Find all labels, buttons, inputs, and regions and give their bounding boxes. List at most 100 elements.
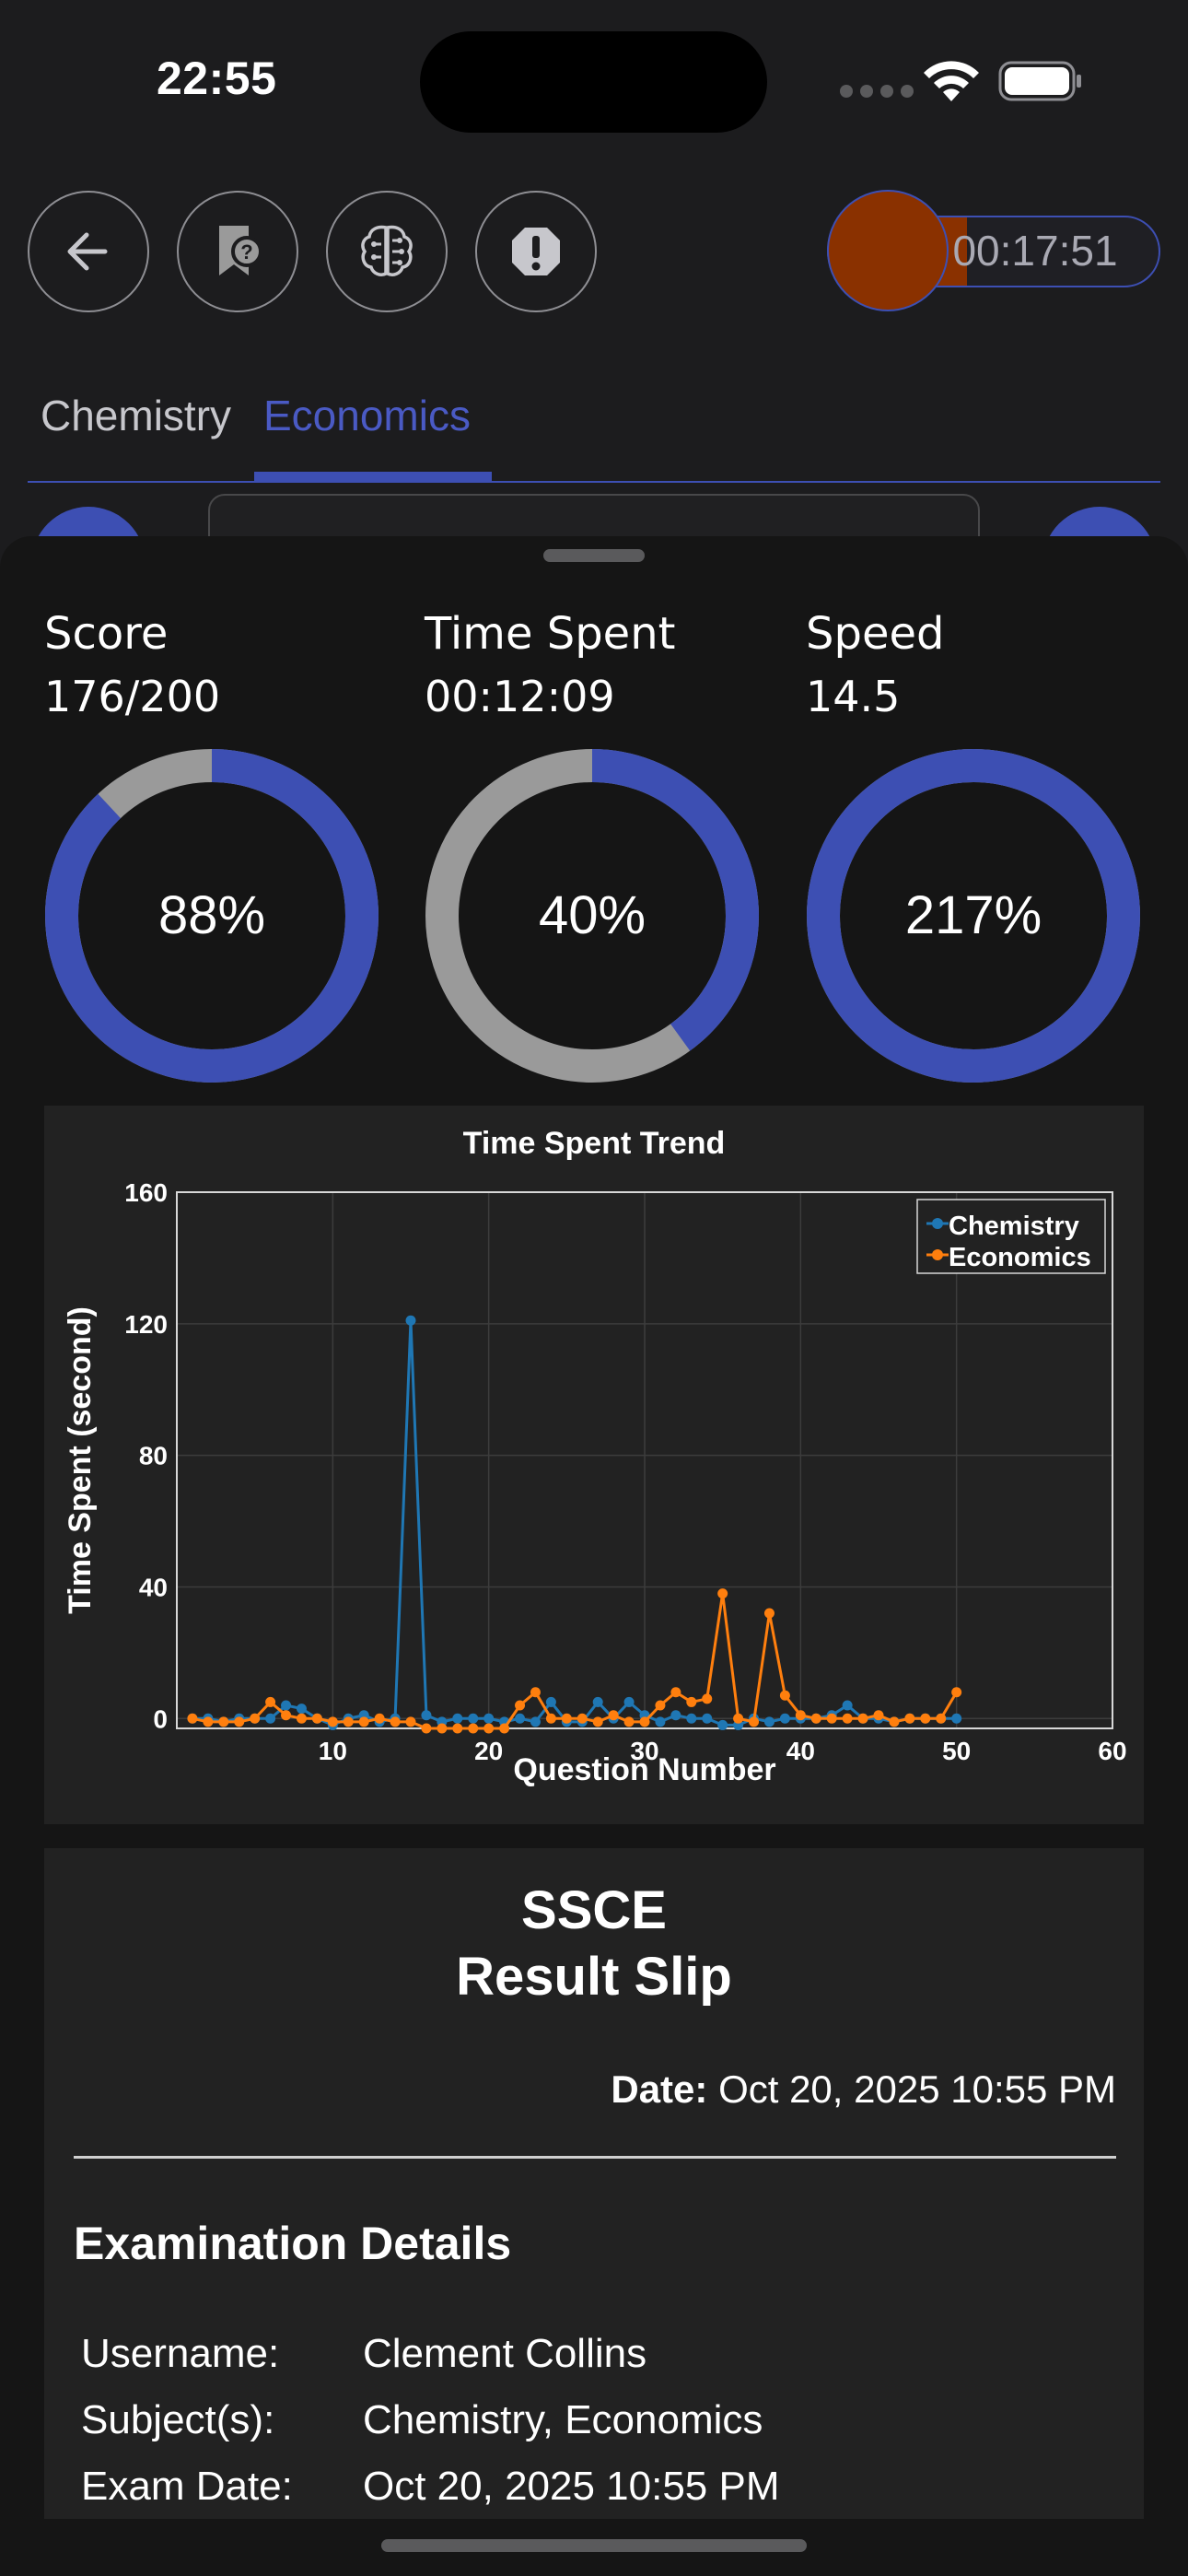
data-point-economics bbox=[390, 1716, 401, 1727]
home-indicator bbox=[381, 2539, 807, 2552]
data-point-chemistry bbox=[530, 1716, 541, 1727]
slip-date-label: Date: bbox=[611, 2067, 708, 2111]
series-line-chemistry bbox=[192, 1320, 957, 1727]
data-point-economics bbox=[826, 1713, 837, 1724]
data-point-economics bbox=[187, 1713, 198, 1724]
data-point-economics bbox=[234, 1716, 245, 1727]
data-point-economics bbox=[358, 1716, 369, 1727]
slip-title-line1: SSCE bbox=[521, 1880, 667, 1940]
data-point-economics bbox=[281, 1710, 292, 1721]
legend-marker-economics bbox=[932, 1249, 943, 1260]
donut-arc bbox=[45, 749, 379, 1083]
data-point-chemistry bbox=[296, 1704, 307, 1715]
data-point-economics bbox=[763, 1608, 775, 1619]
slip-date: Date: Oct 20, 2025 10:55 PM bbox=[611, 2067, 1116, 2112]
data-point-chemistry bbox=[951, 1713, 962, 1724]
data-point-chemistry bbox=[670, 1710, 681, 1721]
legend-label-chemistry: Chemistry bbox=[949, 1212, 1079, 1241]
detail-label: Exam Date: bbox=[81, 2464, 293, 2509]
report-issue-button[interactable] bbox=[475, 191, 597, 312]
wifi-icon bbox=[924, 61, 979, 101]
data-point-economics bbox=[873, 1710, 884, 1721]
metric-label: Time Spent bbox=[425, 608, 676, 660]
status-time: 22:55 bbox=[157, 53, 277, 104]
data-point-chemistry bbox=[717, 1719, 728, 1730]
donut-arc bbox=[425, 749, 759, 1083]
tab-economics[interactable]: Economics bbox=[263, 392, 471, 439]
tab-chemistry[interactable]: Chemistry bbox=[41, 392, 232, 439]
data-point-economics bbox=[857, 1713, 868, 1724]
data-point-economics bbox=[623, 1716, 635, 1727]
data-point-chemistry bbox=[592, 1696, 603, 1707]
data-point-chemistry bbox=[281, 1700, 292, 1711]
data-point-economics bbox=[203, 1716, 214, 1727]
y-tick-label: 80 bbox=[139, 1442, 168, 1470]
data-point-economics bbox=[702, 1693, 713, 1704]
data-point-economics bbox=[343, 1716, 354, 1727]
data-point-economics bbox=[904, 1713, 915, 1724]
detail-label: Subject(s): bbox=[81, 2397, 275, 2442]
data-point-chemistry bbox=[452, 1713, 463, 1724]
data-point-economics bbox=[421, 1723, 432, 1734]
data-point-chemistry bbox=[515, 1713, 526, 1724]
time-spent-trend-chart: Time Spent Trend 10 20 30 40 50 60 0 40 80 120 160… bbox=[44, 1106, 1144, 1824]
data-point-economics bbox=[842, 1713, 853, 1724]
data-point-economics bbox=[889, 1716, 900, 1727]
data-point-economics bbox=[515, 1700, 526, 1711]
data-point-economics bbox=[639, 1716, 650, 1727]
x-tick-label: 60 bbox=[1098, 1737, 1126, 1765]
data-point-economics bbox=[250, 1713, 261, 1724]
data-point-economics bbox=[296, 1713, 307, 1724]
slip-date-value: Oct 20, 2025 10:55 PM bbox=[718, 2067, 1116, 2111]
slip-title-line2: Result Slip bbox=[456, 1947, 732, 2007]
speed-metric: Speed 14.5 bbox=[806, 603, 1156, 728]
chart-title: Time Spent Trend bbox=[463, 1126, 726, 1161]
metric-value: 176/200 bbox=[44, 672, 221, 721]
data-point-economics bbox=[218, 1716, 229, 1727]
time-spent-metric: Time Spent 00:12:09 bbox=[425, 603, 775, 728]
alert-octagon-icon bbox=[512, 228, 560, 275]
data-point-chemistry bbox=[686, 1713, 697, 1724]
y-tick-label: 120 bbox=[124, 1310, 168, 1339]
sheet-grabber-handle[interactable] bbox=[543, 549, 645, 562]
data-point-economics bbox=[608, 1710, 619, 1721]
back-arrow-icon bbox=[67, 232, 108, 271]
data-point-economics bbox=[920, 1713, 931, 1724]
data-point-chemistry bbox=[702, 1713, 713, 1724]
data-point-chemistry bbox=[265, 1713, 276, 1724]
time-spent-donut: 40% bbox=[425, 748, 760, 1083]
tab-bar-divider bbox=[28, 481, 1160, 483]
data-point-economics bbox=[374, 1713, 385, 1724]
data-point-economics bbox=[951, 1687, 962, 1698]
chart-grid bbox=[177, 1192, 1112, 1728]
back-button[interactable] bbox=[28, 191, 149, 312]
data-point-chemistry bbox=[405, 1315, 416, 1326]
bookmark-question-button[interactable]: ? bbox=[177, 191, 298, 312]
data-point-economics bbox=[733, 1713, 744, 1724]
plot-frame bbox=[176, 1191, 1113, 1729]
data-point-economics bbox=[452, 1723, 463, 1734]
score-metric: Score 176/200 bbox=[44, 603, 394, 728]
cellular-signal-icon bbox=[840, 85, 914, 98]
data-point-economics bbox=[810, 1713, 821, 1724]
y-tick-label: 40 bbox=[139, 1573, 168, 1601]
detail-value: Chemistry, Economics bbox=[363, 2397, 763, 2442]
data-point-economics bbox=[265, 1696, 276, 1707]
data-point-economics bbox=[405, 1716, 416, 1727]
data-point-economics bbox=[327, 1716, 338, 1727]
data-point-chemistry bbox=[483, 1713, 495, 1724]
data-point-economics bbox=[936, 1713, 947, 1724]
legend-marker-chemistry bbox=[932, 1218, 943, 1229]
data-point-economics bbox=[468, 1723, 479, 1734]
data-point-economics bbox=[592, 1716, 603, 1727]
y-axis-label: Time Spent (second) bbox=[63, 1306, 98, 1614]
ai-brain-button[interactable] bbox=[326, 191, 448, 312]
donut-arc bbox=[807, 749, 1140, 1083]
timer-value: 00:17:51 bbox=[952, 227, 1118, 275]
data-point-chemistry bbox=[468, 1713, 479, 1724]
data-point-economics bbox=[545, 1713, 556, 1724]
detail-label: Username: bbox=[81, 2331, 280, 2376]
x-tick-label: 40 bbox=[786, 1737, 815, 1765]
data-point-economics bbox=[670, 1687, 681, 1698]
brain-circuit-icon bbox=[361, 225, 413, 276]
